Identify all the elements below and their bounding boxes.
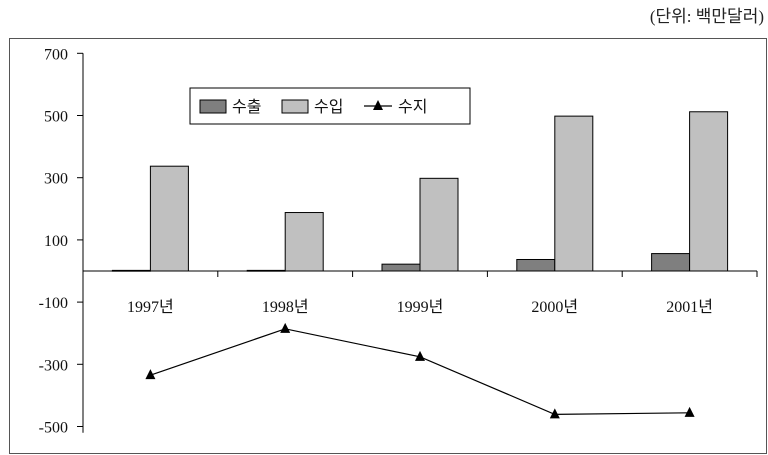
bar-export — [246, 269, 286, 272]
bar-import — [554, 115, 594, 272]
bar-export — [516, 258, 556, 272]
x-tick-label: 1998년 — [262, 298, 309, 316]
legend-box — [189, 87, 471, 125]
y-tick-label: 700 — [44, 46, 68, 63]
x-tick-label: 1999년 — [397, 298, 444, 316]
legend-marker — [373, 100, 383, 110]
y-tick-label: 300 — [44, 171, 68, 188]
bar-import — [689, 111, 729, 272]
legend-swatch-1 — [281, 99, 309, 114]
x-tick-label: 2000년 — [531, 298, 578, 316]
legend-swatch-0 — [199, 99, 227, 114]
x-tick-label: 2001년 — [666, 298, 713, 316]
y-tick-label: 500 — [44, 109, 68, 126]
y-tick-label: 100 — [44, 233, 68, 250]
balance-point — [549, 408, 560, 419]
balance-point — [145, 369, 156, 380]
chart-frame — [9, 38, 767, 454]
balance-point — [280, 322, 291, 333]
bar-export — [381, 263, 421, 272]
bar-export — [651, 253, 691, 272]
unit-note: (단위: 백만달러) — [649, 7, 764, 26]
legend-label: 수출 — [232, 97, 261, 116]
balance-line — [150, 328, 690, 415]
x-tick-label: 1997년 — [127, 298, 174, 316]
legend-label: 수입 — [314, 97, 343, 116]
bar-import — [419, 177, 459, 272]
balance-point — [684, 406, 695, 417]
y-tick-label: -100 — [39, 295, 68, 312]
bar-import — [149, 165, 189, 272]
y-tick-label: -500 — [39, 420, 68, 437]
bar-export — [111, 269, 151, 272]
y-tick-label: -300 — [39, 357, 68, 374]
balance-point — [415, 350, 425, 361]
bar-import — [284, 212, 324, 272]
legend-label: 수지 — [398, 97, 427, 116]
